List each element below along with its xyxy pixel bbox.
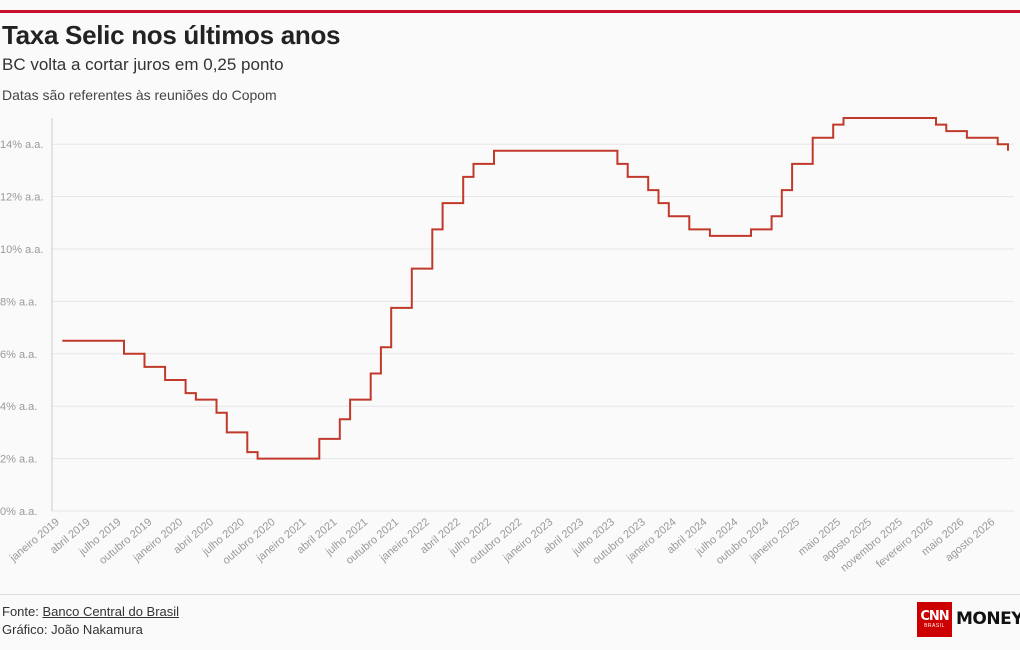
y-tick-label: 14% a.a. xyxy=(0,139,43,151)
cnn-logo-text: CNN xyxy=(920,608,949,624)
chart-note: Datas são referentes às reuniões do Copo… xyxy=(2,87,277,103)
y-tick-label: 4% a.a. xyxy=(0,401,37,413)
y-tick-label: 12% a.a. xyxy=(0,192,43,204)
source-prefix: Fonte: xyxy=(2,604,43,619)
cnn-money-logo[interactable]: CNN BRASIL MONEY xyxy=(917,601,1020,637)
chart-title: Taxa Selic nos últimos anos xyxy=(2,20,341,50)
chart-subtitle: BC volta a cortar juros em 0,25 ponto xyxy=(2,55,284,74)
cnn-logo-subtext: BRASIL xyxy=(924,622,945,629)
chart-credit: Gráfico: João Nakamura xyxy=(2,622,143,637)
top-accent-bar xyxy=(0,10,1020,13)
cnn-logo-icon: CNN BRASIL xyxy=(917,601,952,637)
y-tick-label: 6% a.a. xyxy=(0,349,37,361)
selic-chart: 0% a.a. 2% a.a. 4% a.a. 6% a.a. 8% a.a. 10% a… xyxy=(0,117,1014,574)
x-tick-label: janeiro 2019 xyxy=(7,516,62,565)
source-line: Fonte: Banco Central do Brasil xyxy=(2,604,179,619)
footer-divider xyxy=(0,594,1020,595)
y-tick-label: 0% a.a. xyxy=(0,506,37,518)
y-tick-label: 10% a.a. xyxy=(0,244,43,256)
selic-series-line xyxy=(62,117,1009,460)
y-tick-label: 8% a.a. xyxy=(0,296,37,308)
money-logo-text: MONEY xyxy=(956,609,1020,629)
y-tick-label: 2% a.a. xyxy=(0,454,37,466)
source-link[interactable]: Banco Central do Brasil xyxy=(42,604,180,619)
